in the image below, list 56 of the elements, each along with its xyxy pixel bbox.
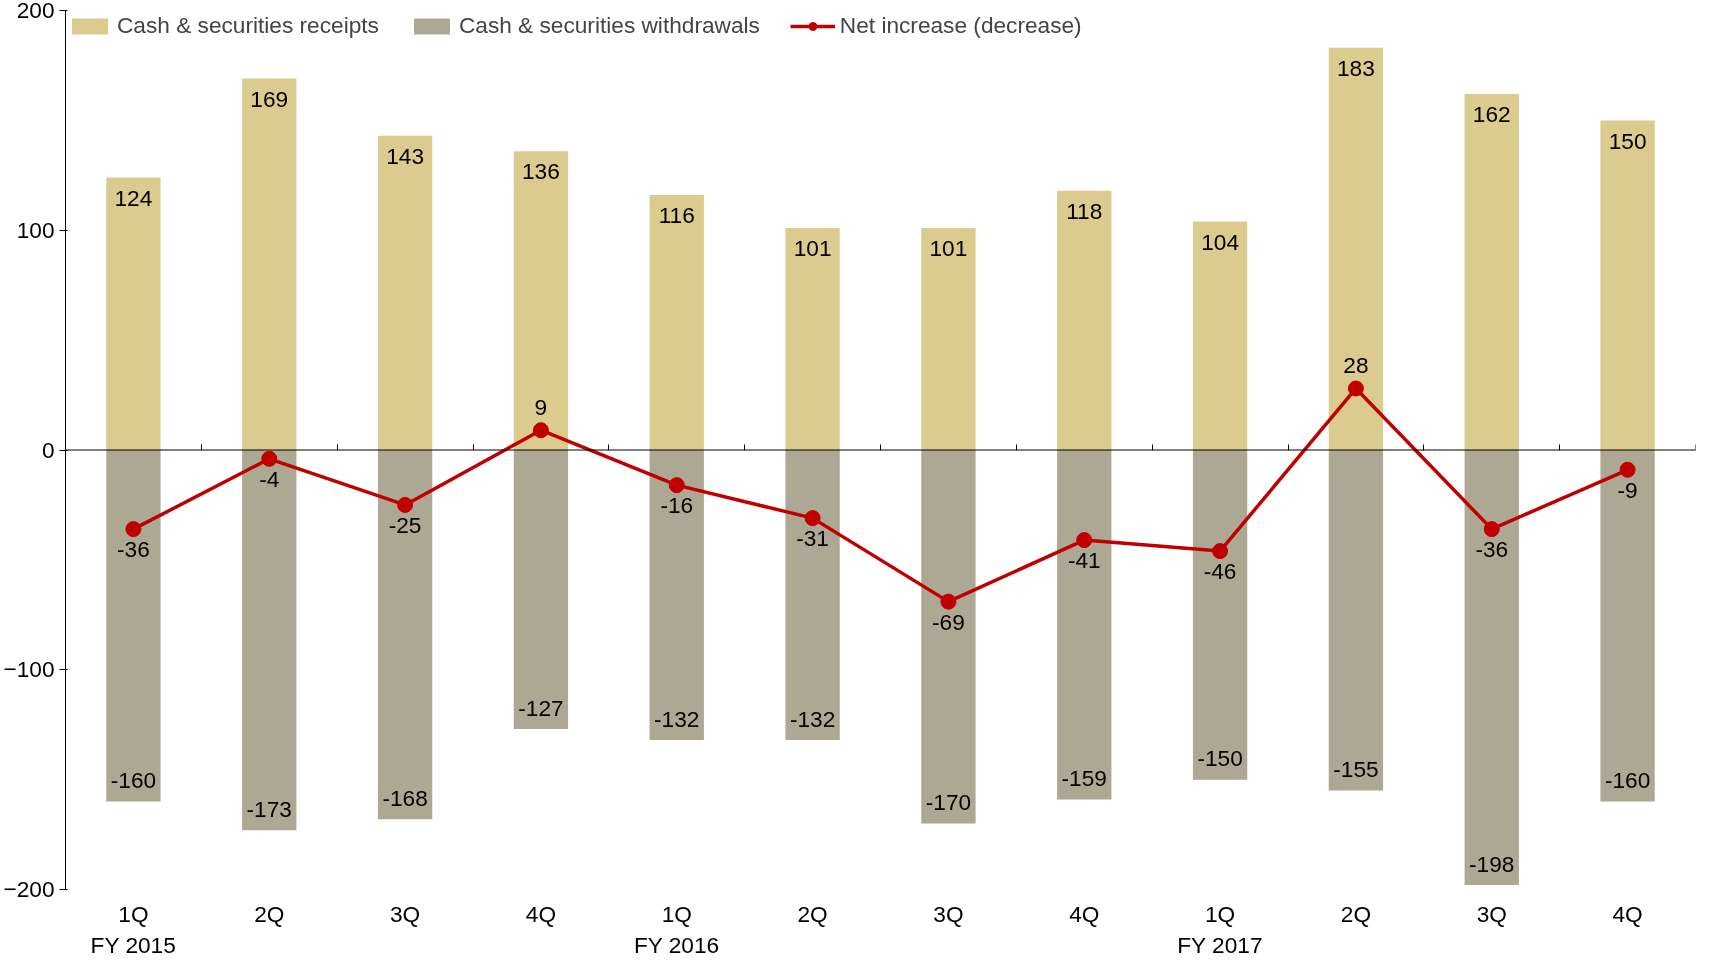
data-label: -41 bbox=[1067, 547, 1101, 574]
data-label: -159 bbox=[1061, 765, 1107, 792]
x-tick-label: 2Q bbox=[254, 900, 285, 927]
data-label: 183 bbox=[1337, 55, 1375, 82]
legend-label: Cash & securities receipts bbox=[117, 12, 379, 39]
data-label: -46 bbox=[1203, 558, 1237, 585]
x-tick-label: 4Q bbox=[1612, 900, 1643, 927]
x-tick-label: 3Q bbox=[389, 900, 421, 927]
data-label: 9 bbox=[534, 393, 548, 420]
x-tick-label: 4Q bbox=[525, 900, 557, 927]
data-label: -168 bbox=[382, 784, 428, 811]
x-tick-label: 3Q bbox=[1476, 900, 1507, 927]
data-label: -160 bbox=[110, 767, 157, 794]
y-tick-label: −200 bbox=[3, 876, 55, 902]
data-label: -132 bbox=[654, 705, 700, 732]
data-label: 101 bbox=[793, 235, 832, 262]
data-label: 162 bbox=[1472, 101, 1511, 128]
data-label: -69 bbox=[932, 608, 965, 635]
data-label: -25 bbox=[388, 512, 422, 539]
data-label: -16 bbox=[660, 492, 694, 519]
data-label: -127 bbox=[518, 694, 564, 721]
data-label: -36 bbox=[1475, 536, 1509, 563]
x-tick-label: 1Q FY 2015 bbox=[90, 900, 176, 958]
data-label: -155 bbox=[1333, 756, 1379, 783]
data-label: -36 bbox=[117, 536, 150, 563]
data-label: -4 bbox=[259, 465, 280, 492]
data-label: -170 bbox=[925, 789, 972, 816]
y-tick-label: 0 bbox=[41, 436, 55, 463]
data-label: 116 bbox=[658, 202, 695, 229]
x-tick-label: 2Q bbox=[1340, 900, 1372, 927]
data-label: -9 bbox=[1617, 476, 1638, 503]
y-tick-label: −100 bbox=[3, 656, 55, 683]
legend-label: Net increase (decrease) bbox=[839, 12, 1082, 39]
data-label: 101 bbox=[929, 235, 968, 262]
x-tick-label: 3Q bbox=[933, 900, 964, 927]
data-label: -160 bbox=[1604, 767, 1651, 794]
data-label: 143 bbox=[386, 142, 424, 169]
data-label: 118 bbox=[1066, 197, 1103, 224]
data-label: -132 bbox=[789, 705, 836, 732]
data-label: 150 bbox=[1608, 127, 1647, 154]
data-label: 169 bbox=[250, 85, 289, 112]
y-tick-label: 200 bbox=[16, 0, 55, 23]
data-label: -173 bbox=[246, 795, 292, 822]
x-tick-label: 4Q bbox=[1069, 900, 1100, 927]
data-label: -198 bbox=[1469, 850, 1515, 877]
legend-label: Cash & securities withdrawals bbox=[458, 12, 760, 39]
data-label: -150 bbox=[1197, 745, 1243, 772]
x-tick-label: 1Q FY 2017 bbox=[1177, 900, 1263, 958]
x-tick-label: 2Q bbox=[797, 900, 828, 927]
data-label: 104 bbox=[1201, 228, 1239, 255]
x-tick-label: 1Q FY 2016 bbox=[633, 900, 720, 958]
y-tick-label: 100 bbox=[16, 216, 55, 243]
data-label: 124 bbox=[114, 184, 153, 211]
data-label: 28 bbox=[1343, 352, 1369, 379]
data-label: 136 bbox=[522, 158, 560, 185]
data-label: -31 bbox=[796, 525, 829, 552]
